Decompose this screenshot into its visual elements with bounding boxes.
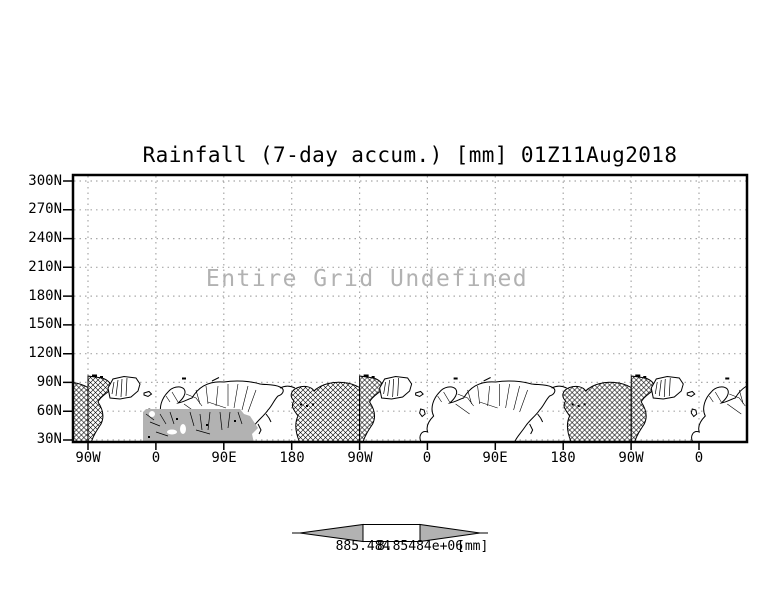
x-axis-label: 90E	[482, 450, 508, 466]
y-axis-label: 150N	[28, 316, 62, 332]
colorbar-right-arrow-icon	[419, 523, 481, 543]
world-map	[74, 374, 746, 442]
y-axis-label: 270N	[28, 201, 62, 217]
grid-undefined-notice: Entire Grid Undefined	[205, 266, 529, 292]
x-axis-label: 90W	[75, 450, 101, 466]
colorbar-min-label: 885.484	[335, 539, 391, 554]
x-axis-label: 90W	[618, 450, 644, 466]
x-axis-label: 90W	[347, 450, 373, 466]
axis-ticks	[63, 180, 700, 450]
x-axis-label: 180	[279, 450, 305, 466]
x-axis-label: 0	[422, 450, 432, 466]
x-axis-label: 180	[550, 450, 576, 466]
plot-frame	[71, 173, 749, 444]
y-axis-label: 300N	[28, 173, 62, 189]
colorbar-units-label: [mm]	[457, 539, 489, 554]
y-axis-label: 180N	[28, 288, 62, 304]
colorbar-max-label: 8.85484e+06	[376, 539, 464, 554]
y-axis-label: 120N	[28, 345, 62, 361]
shaded-region	[143, 409, 258, 442]
y-axis-label: 210N	[28, 259, 62, 275]
y-axis-label: 60N	[36, 403, 62, 419]
x-axis-label: 90E	[211, 450, 237, 466]
x-axis-label: 0	[151, 450, 161, 466]
y-axis-label: 240N	[28, 230, 62, 246]
colorbar	[292, 523, 488, 543]
y-axis-label: 90N	[36, 374, 62, 390]
x-axis-label: 0	[694, 450, 704, 466]
y-axis-label: 30N	[36, 431, 62, 447]
plot-title: Rainfall (7-day accum.) [mm] 01Z11Aug201…	[142, 143, 678, 167]
